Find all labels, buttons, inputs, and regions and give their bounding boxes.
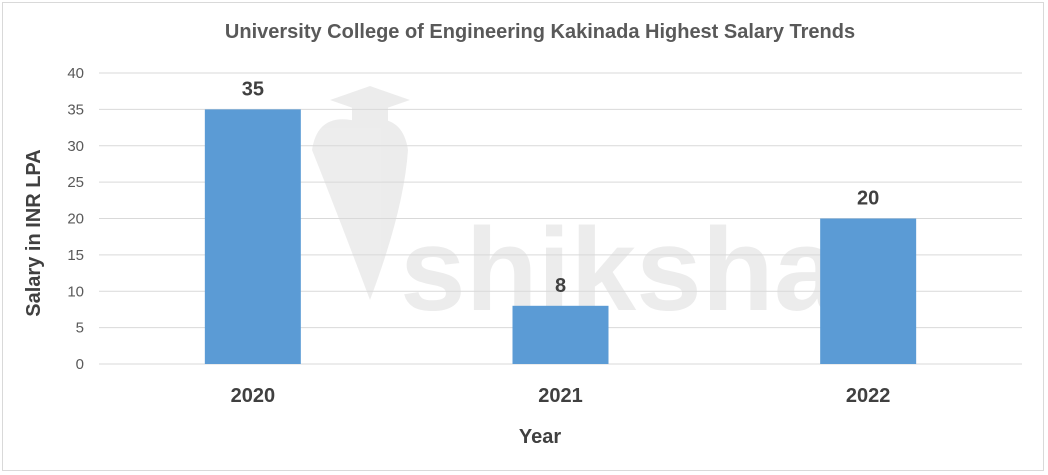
y-tick-label: 30: [67, 138, 84, 155]
x-axis-ticks: 2020 2021 2022: [231, 385, 891, 407]
y-axis-ticks: 0 5 10 15 20 25 30 35 40: [67, 65, 84, 373]
y-tick-label: 10: [67, 283, 84, 300]
data-label-2022: 20: [857, 188, 879, 210]
chart-title: University College of Engineering Kakina…: [225, 21, 855, 43]
data-labels: 35 8 20: [242, 78, 880, 296]
y-tick-label: 20: [67, 211, 84, 228]
y-tick-label: 40: [67, 65, 84, 82]
y-tick-label: 25: [67, 174, 84, 191]
bar-2022: [820, 218, 917, 364]
y-tick-label: 0: [76, 356, 84, 373]
y-axis-label: Salary in INR LPA: [23, 149, 45, 316]
data-label-2020: 35: [242, 78, 264, 100]
x-tick-label-2020: 2020: [231, 385, 276, 407]
x-axis-label: Year: [519, 426, 561, 448]
bar-2021: [512, 305, 609, 364]
watermark-text: shiksha: [400, 204, 841, 336]
data-label-2021: 8: [555, 275, 566, 297]
y-tick-label: 35: [67, 101, 84, 118]
x-tick-label-2021: 2021: [538, 385, 583, 407]
graduation-cap-pen-icon: [312, 86, 410, 300]
y-tick-label: 5: [76, 320, 84, 337]
shiksha-watermark: shiksha: [312, 86, 841, 336]
bar-2020: [204, 109, 301, 364]
y-tick-label: 15: [67, 247, 84, 264]
x-tick-label-2022: 2022: [846, 385, 891, 407]
bars: [204, 109, 917, 364]
